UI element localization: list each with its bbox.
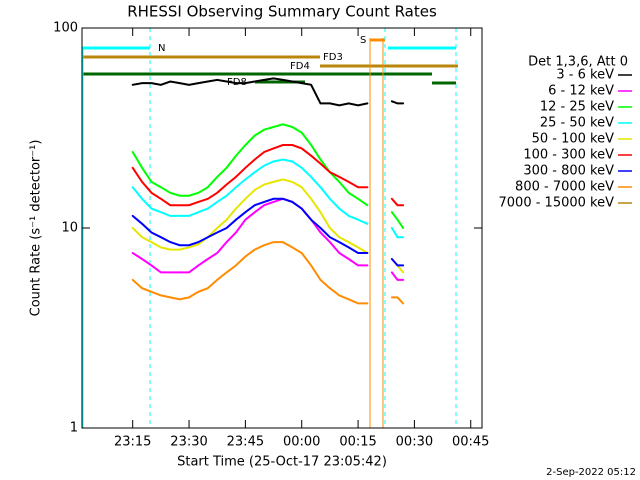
legend-label: 7000 - 15000 keV	[499, 196, 615, 211]
x-axis-label: Start Time (25-Oct-17 23:05:42)	[177, 455, 387, 470]
annotation: S	[360, 35, 366, 46]
x-tick-label: 00:15	[339, 435, 376, 450]
legend-label: 6 - 12 keV	[548, 84, 614, 99]
x-tick-label: 00:30	[396, 435, 433, 450]
legend-label: 25 - 50 keV	[540, 116, 614, 131]
legend-label: 800 - 7000 keV	[515, 180, 614, 195]
legend-label: 50 - 100 keV	[532, 132, 615, 147]
series-line	[131, 241, 405, 305]
footer: 2-Sep-2022 05:12	[546, 467, 636, 478]
legend-label: 100 - 300 keV	[523, 148, 614, 163]
y-tick-label: 100	[53, 21, 78, 36]
x-tick-label: 23:30	[170, 435, 207, 450]
series-line	[131, 197, 405, 267]
y-tick-label: 1	[70, 421, 78, 436]
annotation: N	[158, 43, 165, 54]
x-tick-label: 00:45	[452, 435, 489, 450]
series-line	[131, 77, 405, 107]
x-tick-label: 00:00	[283, 435, 320, 450]
annotation: FD3	[323, 52, 343, 63]
y-axis-label: Count Rate (s⁻¹ detector⁻¹)	[29, 140, 44, 317]
series-line	[131, 197, 405, 281]
series-line	[131, 144, 405, 207]
plot-frame	[81, 27, 483, 429]
chart-title: RHESSI Observing Summary Count Rates	[127, 3, 437, 21]
legend-title: Det 1,3,6, Att 0	[528, 55, 628, 70]
legend-label: 300 - 800 keV	[523, 164, 614, 179]
x-tick-label: 23:15	[114, 435, 151, 450]
y-tick-label: 10	[61, 221, 78, 236]
series-line	[131, 123, 405, 229]
legend-label: 3 - 6 keV	[556, 68, 614, 83]
annotation: FD4	[290, 61, 310, 72]
series-line	[131, 158, 405, 239]
legend-label: 12 - 25 keV	[540, 100, 614, 115]
x-tick-label: 23:45	[227, 435, 264, 450]
